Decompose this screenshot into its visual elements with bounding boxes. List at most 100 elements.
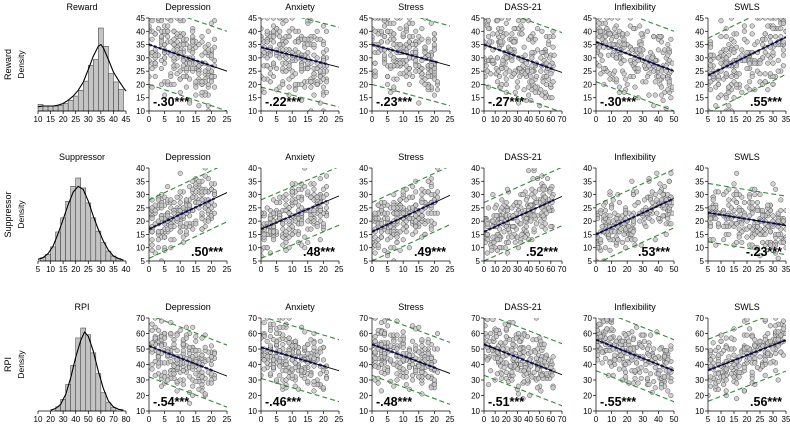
data-point <box>534 385 541 391</box>
data-point <box>419 26 425 32</box>
data-point <box>613 338 619 344</box>
data-point <box>726 197 732 203</box>
histogram-bar <box>85 334 92 412</box>
y-tick-label: 30 <box>471 376 480 385</box>
x-tick-label: 40 <box>71 415 80 424</box>
data-point <box>529 49 535 56</box>
data-point <box>749 73 755 80</box>
data-point <box>499 371 505 377</box>
data-point <box>277 372 283 378</box>
data-point <box>607 247 613 253</box>
y-tick-label: 45 <box>359 14 368 23</box>
data-point <box>158 383 165 389</box>
data-point <box>158 343 165 349</box>
data-point <box>434 189 441 195</box>
data-point <box>422 49 428 56</box>
y-tick-label: 25 <box>248 204 257 213</box>
data-point <box>385 368 391 374</box>
data-point <box>400 329 406 335</box>
panel-title: Inflexibility <box>614 152 656 162</box>
data-point <box>302 184 308 190</box>
data-point <box>621 42 627 48</box>
data-point <box>403 374 409 380</box>
panel-title: DASS-21 <box>504 2 542 12</box>
data-point <box>721 382 727 388</box>
data-point <box>754 39 760 45</box>
data-point <box>308 372 314 378</box>
data-point <box>193 84 199 90</box>
data-point <box>193 338 199 344</box>
data-point <box>638 365 644 371</box>
data-point <box>780 39 786 45</box>
data-point <box>202 344 208 350</box>
data-point <box>378 320 384 326</box>
data-point <box>521 349 527 355</box>
data-point <box>202 391 208 397</box>
data-point <box>302 344 308 350</box>
data-point <box>168 330 174 337</box>
data-point <box>425 73 431 80</box>
data-point <box>770 81 776 87</box>
data-point <box>741 57 747 64</box>
prediction-interval-lower <box>596 81 674 111</box>
data-point <box>410 184 416 190</box>
prediction-interval-lower <box>600 227 674 261</box>
data-point <box>317 68 323 74</box>
data-point <box>760 207 766 214</box>
x-tick-label: 0 <box>370 265 375 274</box>
panel-title: Inflexibility <box>614 302 656 312</box>
data-point <box>397 197 403 203</box>
y-tick-label: 45 <box>583 14 592 23</box>
data-point <box>270 34 277 40</box>
data-point <box>546 42 552 48</box>
data-point <box>533 355 539 361</box>
data-point <box>534 366 541 372</box>
data-point <box>510 320 516 326</box>
data-point <box>723 55 729 61</box>
regression-line <box>149 44 227 72</box>
data-point <box>644 55 651 61</box>
x-tick-label: 10 <box>34 415 43 424</box>
data-point <box>168 197 174 203</box>
data-point <box>485 18 492 24</box>
data-point <box>739 89 745 95</box>
y-tick-label: 25 <box>471 67 480 76</box>
data-point <box>190 34 196 40</box>
data-point <box>510 223 516 230</box>
y-tick-label: 25 <box>695 67 704 76</box>
data-point <box>596 327 601 333</box>
y-tick-label: 40 <box>248 361 257 370</box>
x-tick-label: 15 <box>303 115 312 124</box>
data-point <box>741 199 747 206</box>
data-point <box>485 382 492 388</box>
data-point <box>741 365 747 371</box>
data-point <box>277 363 283 369</box>
data-point <box>434 168 441 171</box>
density-axis-label: Density <box>16 50 26 79</box>
y-tick-label: 50 <box>471 345 480 354</box>
data-point <box>598 28 604 34</box>
data-point <box>372 250 378 256</box>
histogram-bar <box>93 59 99 112</box>
data-point <box>317 371 323 377</box>
data-point <box>168 237 174 243</box>
data-point <box>521 87 527 93</box>
data-point <box>493 213 499 219</box>
data-point <box>413 57 419 64</box>
y-tick-label: 20 <box>471 217 480 226</box>
data-point <box>621 71 627 77</box>
data-point <box>280 20 286 26</box>
data-point <box>775 218 781 224</box>
data-point <box>484 68 490 74</box>
data-point <box>734 221 740 227</box>
data-point <box>419 199 425 206</box>
y-tick-label: 50 <box>136 345 145 354</box>
data-point <box>277 42 283 48</box>
panel-title: Anxiety <box>285 152 315 162</box>
y-tick-label: 15 <box>136 230 145 239</box>
x-tick-label: 10 <box>288 265 297 274</box>
data-point <box>710 340 716 346</box>
data-point <box>770 181 776 187</box>
x-tick-label: 5 <box>274 415 279 424</box>
